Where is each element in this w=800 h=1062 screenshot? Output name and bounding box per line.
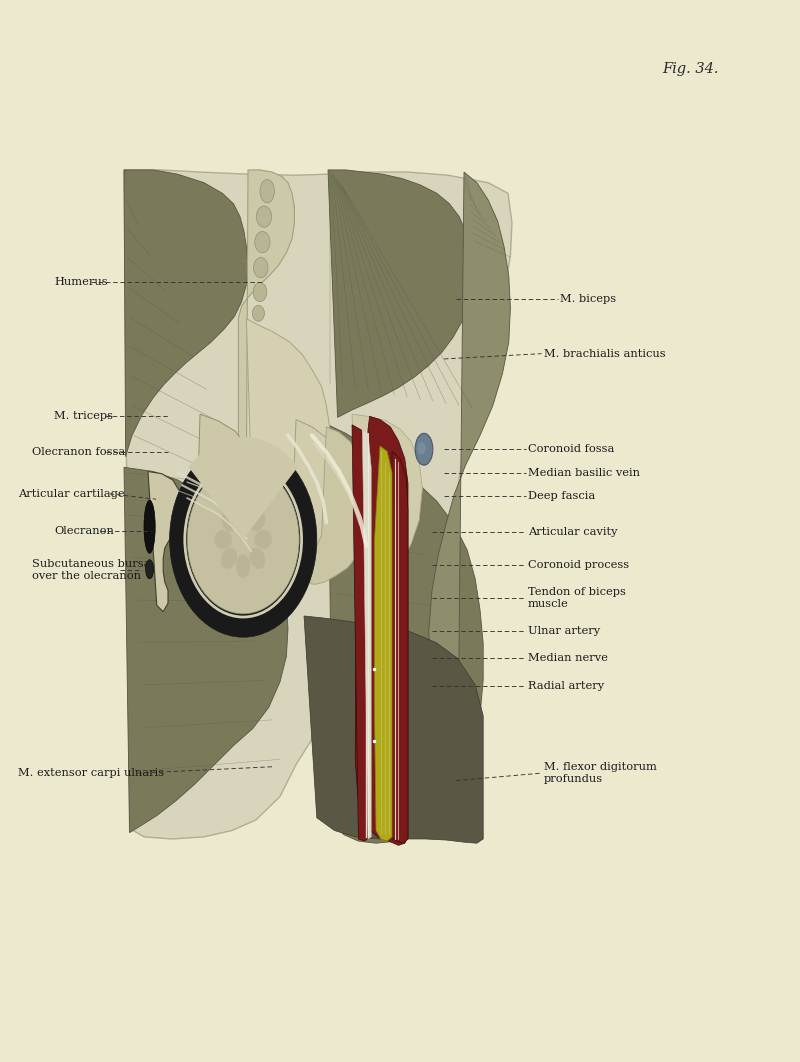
Text: Fig. 34.: Fig. 34. [662, 62, 719, 75]
Text: Ulnar artery: Ulnar artery [528, 626, 600, 636]
Text: M. triceps: M. triceps [54, 411, 114, 422]
Text: Coronoid process: Coronoid process [528, 560, 629, 570]
Ellipse shape [253, 282, 267, 302]
Text: Coronoid fossa: Coronoid fossa [528, 444, 614, 455]
Polygon shape [277, 419, 346, 584]
Polygon shape [352, 425, 370, 841]
Ellipse shape [418, 442, 426, 455]
Polygon shape [189, 436, 298, 539]
Text: Median nerve: Median nerve [528, 653, 608, 664]
Ellipse shape [255, 232, 270, 253]
Ellipse shape [214, 530, 232, 549]
Ellipse shape [256, 206, 272, 227]
Ellipse shape [415, 433, 433, 465]
Polygon shape [124, 170, 512, 839]
Polygon shape [390, 451, 408, 843]
Text: M. biceps: M. biceps [560, 294, 616, 305]
Ellipse shape [260, 179, 274, 203]
Ellipse shape [221, 510, 237, 531]
Ellipse shape [253, 306, 265, 322]
Text: M. extensor carpi ulnaris: M. extensor carpi ulnaris [18, 768, 164, 778]
Text: Tendon of biceps
muscle: Tendon of biceps muscle [528, 587, 626, 609]
Text: Radial artery: Radial artery [528, 681, 604, 691]
Polygon shape [355, 416, 408, 845]
Polygon shape [328, 425, 483, 843]
Polygon shape [362, 430, 371, 839]
Ellipse shape [254, 530, 272, 549]
Text: M. brachialis anticus: M. brachialis anticus [544, 348, 666, 359]
Ellipse shape [254, 258, 268, 278]
Ellipse shape [250, 510, 266, 531]
Text: Articular cavity: Articular cavity [528, 527, 618, 537]
Ellipse shape [146, 560, 154, 579]
Polygon shape [374, 446, 392, 841]
Text: Subcutaneous bursa
over the olecranon: Subcutaneous bursa over the olecranon [32, 560, 150, 581]
Ellipse shape [144, 500, 155, 553]
Polygon shape [238, 170, 294, 472]
Polygon shape [429, 172, 510, 784]
Polygon shape [352, 414, 422, 603]
Text: Olecranon fossa: Olecranon fossa [32, 447, 126, 458]
Text: Median basilic vein: Median basilic vein [528, 467, 640, 478]
Ellipse shape [250, 548, 266, 569]
Text: Articular cartilage: Articular cartilage [18, 489, 124, 499]
Polygon shape [309, 427, 366, 584]
Circle shape [170, 442, 317, 637]
Polygon shape [192, 414, 261, 576]
Text: Deep fascia: Deep fascia [528, 491, 595, 501]
Polygon shape [304, 616, 483, 843]
Polygon shape [148, 472, 182, 612]
Ellipse shape [236, 501, 250, 525]
Circle shape [187, 465, 299, 614]
Polygon shape [124, 467, 288, 833]
Polygon shape [124, 170, 248, 457]
Text: Humerus: Humerus [54, 277, 108, 288]
Ellipse shape [236, 554, 250, 578]
Polygon shape [246, 319, 330, 506]
Ellipse shape [221, 548, 237, 569]
Text: M. flexor digitorum
profundus: M. flexor digitorum profundus [544, 763, 657, 784]
Polygon shape [328, 170, 472, 417]
Text: Olecranon: Olecranon [54, 526, 114, 536]
